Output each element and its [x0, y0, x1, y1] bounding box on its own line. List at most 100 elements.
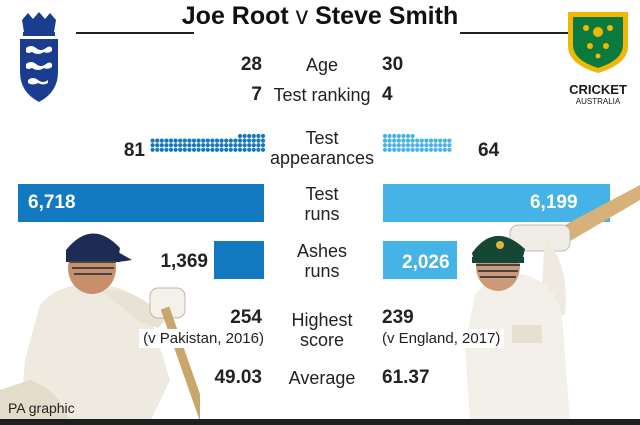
appearance-dot [233, 147, 238, 152]
left-appearances: 81 [123, 140, 145, 161]
appearance-dot [182, 147, 187, 152]
appearance-dot [447, 147, 452, 152]
appearance-dot [168, 143, 174, 148]
right-average: 61.37 [382, 367, 430, 388]
appearance-dot [187, 147, 192, 152]
appearance-dot [433, 147, 438, 152]
appearance-dot [247, 143, 252, 148]
appearance-dot [442, 138, 447, 143]
appearance-dot [191, 147, 197, 152]
appearance-dot [237, 147, 243, 152]
appearance-dot [210, 143, 215, 148]
appearance-dot [382, 143, 388, 148]
appearance-dot [155, 138, 160, 143]
appearance-dot [410, 133, 415, 139]
appearance-dot [387, 143, 392, 148]
appearance-dot [438, 147, 443, 152]
right-ashes-runs-bar [383, 241, 458, 279]
appearance-dot [401, 133, 406, 139]
appearance-dot [164, 138, 169, 143]
appearance-dot [382, 133, 388, 139]
appearance-dot [415, 143, 420, 148]
appearance-dot [228, 147, 233, 152]
appearance-dot [196, 143, 201, 148]
appearance-dot [242, 133, 247, 139]
appearance-dot [196, 147, 201, 152]
ashes-runs-label: Ashes runs [272, 241, 372, 281]
appearance-dot [178, 147, 183, 152]
appearance-dot [210, 138, 215, 143]
joe-root-batting-photo [0, 233, 200, 422]
appearance-dot [150, 143, 155, 148]
appearance-dot [392, 138, 397, 143]
appearance-dot [419, 138, 424, 143]
appearance-dot [233, 138, 238, 143]
appearance-dot [214, 138, 220, 143]
appearance-dot [415, 138, 420, 143]
appearance-dot [178, 138, 183, 143]
cricket-australia-logo: CRICKET AUSTRALIA [560, 10, 636, 106]
highest-score-label: Highest score [272, 310, 372, 350]
ranking-label: Test ranking [273, 85, 371, 105]
appearance-dot [173, 147, 178, 152]
appearance-dot [410, 143, 415, 148]
appearances-label-line2: appearances [269, 148, 375, 168]
appearance-dot [201, 143, 206, 148]
appearance-dot [438, 138, 443, 143]
appearance-dot [428, 147, 434, 152]
appearance-dot [182, 138, 187, 143]
appearance-dot [214, 147, 220, 152]
appearance-dot [164, 143, 169, 148]
appearance-dot [396, 133, 401, 139]
appearance-dot [168, 138, 174, 143]
versus-label: v [295, 2, 309, 30]
right-player-name: Steve Smith [315, 2, 459, 30]
right-test-runs-value: 6,199 [529, 192, 578, 213]
appearance-dot [424, 143, 429, 148]
appearance-dot [433, 143, 438, 148]
header-rule-left [76, 32, 194, 34]
appearance-dot [396, 138, 401, 143]
appearance-dot [214, 143, 220, 148]
appearance-dot [205, 138, 210, 143]
appearance-dot [433, 138, 438, 143]
appearances-label: Test appearances [262, 128, 382, 168]
appearance-dot [237, 138, 243, 143]
appearance-dot [424, 138, 429, 143]
appearance-dot [247, 138, 252, 143]
appearance-dot [405, 138, 411, 143]
appearance-dot [442, 147, 447, 152]
appearance-dot [438, 143, 443, 148]
appearance-dot [219, 143, 224, 148]
appearance-dot [401, 147, 406, 152]
appearance-dot [224, 147, 229, 152]
steve-smith-batting-photo [465, 185, 640, 422]
appearance-dot [242, 138, 247, 143]
appearance-dot [428, 143, 434, 148]
appearance-dot [392, 147, 397, 152]
appearance-dot [228, 143, 233, 148]
appearance-dot [392, 143, 397, 148]
left-ranking: 7 [251, 84, 262, 105]
right-age: 30 [382, 54, 404, 75]
appearance-dot [251, 133, 256, 139]
appearance-dot [242, 147, 247, 152]
appearance-dot [159, 143, 164, 148]
appearance-dot [164, 147, 169, 152]
left-highest-note-wrap: (v Pakistan, 2016) [108, 329, 268, 348]
page-title: Joe Root v Steve Smith [0, 2, 640, 31]
test-runs-label: Test runs [272, 184, 372, 224]
appearance-dot [410, 147, 415, 152]
appearance-dot [410, 138, 415, 143]
appearance-dot [247, 133, 252, 139]
appearances-label-line1: Test [305, 128, 339, 148]
appearance-dot [191, 143, 197, 148]
appearance-dot [168, 147, 174, 152]
appearance-dot [251, 138, 256, 143]
test-runs-label-line2: runs [304, 204, 340, 224]
appearance-dot [155, 147, 160, 152]
appearance-dot [159, 147, 164, 152]
appearance-dot [382, 138, 388, 143]
appearance-dot [387, 133, 392, 139]
appearance-dot [210, 147, 215, 152]
